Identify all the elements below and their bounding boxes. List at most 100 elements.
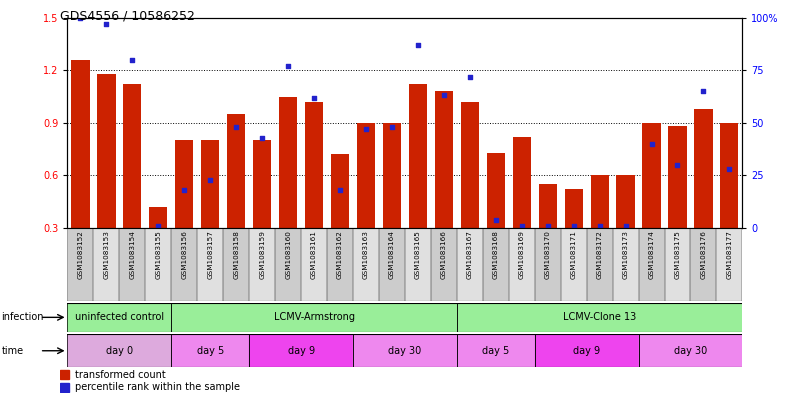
Bar xyxy=(691,228,716,301)
Text: GSM1083154: GSM1083154 xyxy=(129,230,136,279)
Bar xyxy=(71,60,90,228)
Text: uninfected control: uninfected control xyxy=(75,312,164,322)
Text: GSM1083164: GSM1083164 xyxy=(389,230,395,279)
Point xyxy=(515,223,528,229)
Text: GSM1083153: GSM1083153 xyxy=(103,230,110,279)
Text: GSM1083172: GSM1083172 xyxy=(596,230,603,279)
Text: GSM1083163: GSM1083163 xyxy=(363,230,369,279)
Point xyxy=(723,166,736,172)
Point xyxy=(411,42,424,48)
Text: GSM1083158: GSM1083158 xyxy=(233,230,239,279)
Bar xyxy=(276,228,301,301)
Bar xyxy=(353,334,457,367)
Bar xyxy=(94,228,119,301)
Bar xyxy=(720,123,738,228)
Bar xyxy=(223,228,249,301)
Bar xyxy=(123,84,141,228)
Bar xyxy=(642,123,661,228)
Text: GSM1083166: GSM1083166 xyxy=(441,230,447,279)
Text: GSM1083156: GSM1083156 xyxy=(181,230,187,279)
Bar xyxy=(249,228,276,301)
Bar xyxy=(509,228,534,301)
Bar xyxy=(695,109,712,228)
Point xyxy=(178,187,191,193)
Bar xyxy=(98,74,115,228)
Bar xyxy=(457,303,742,332)
Text: GSM1083170: GSM1083170 xyxy=(545,230,551,279)
Text: GSM1083173: GSM1083173 xyxy=(622,230,629,279)
Bar xyxy=(483,228,509,301)
Bar xyxy=(201,140,219,228)
Text: GSM1083162: GSM1083162 xyxy=(337,230,343,279)
Point xyxy=(671,162,684,168)
Point xyxy=(152,223,164,229)
Point xyxy=(567,223,580,229)
Bar xyxy=(669,126,687,228)
Bar xyxy=(616,175,634,228)
Text: GSM1083177: GSM1083177 xyxy=(727,230,732,279)
Bar xyxy=(119,228,145,301)
Text: GSM1083169: GSM1083169 xyxy=(518,230,525,279)
Text: day 30: day 30 xyxy=(388,346,422,356)
Bar xyxy=(305,102,323,228)
Bar xyxy=(172,228,197,301)
Text: percentile rank within the sample: percentile rank within the sample xyxy=(75,382,241,392)
Bar xyxy=(435,91,453,228)
Bar xyxy=(457,334,534,367)
Bar xyxy=(534,334,638,367)
Bar xyxy=(331,154,349,228)
Bar xyxy=(538,184,557,228)
Bar xyxy=(665,228,691,301)
Bar xyxy=(253,140,272,228)
Text: LCMV-Clone 13: LCMV-Clone 13 xyxy=(563,312,636,322)
Text: day 9: day 9 xyxy=(573,346,600,356)
Bar xyxy=(249,334,353,367)
Point xyxy=(619,223,632,229)
Text: GSM1083171: GSM1083171 xyxy=(571,230,576,279)
Bar xyxy=(565,189,583,228)
Text: GSM1083161: GSM1083161 xyxy=(311,230,317,279)
Bar xyxy=(60,370,70,379)
Point xyxy=(204,176,217,183)
Bar xyxy=(301,228,327,301)
Point xyxy=(386,124,399,130)
Bar xyxy=(587,228,613,301)
Bar xyxy=(197,228,223,301)
Text: transformed count: transformed count xyxy=(75,369,166,380)
Text: GDS4556 / 10586252: GDS4556 / 10586252 xyxy=(60,10,195,23)
Bar xyxy=(638,334,742,367)
Point xyxy=(282,63,295,69)
Text: GSM1083159: GSM1083159 xyxy=(259,230,265,279)
Point xyxy=(489,217,502,223)
Bar xyxy=(405,228,431,301)
Text: day 5: day 5 xyxy=(482,346,510,356)
Text: day 5: day 5 xyxy=(197,346,224,356)
Bar xyxy=(149,207,168,228)
Bar xyxy=(379,228,405,301)
Point xyxy=(256,134,268,141)
Bar xyxy=(60,383,70,392)
Point xyxy=(308,94,321,101)
Text: GSM1083174: GSM1083174 xyxy=(649,230,654,279)
Point xyxy=(464,73,476,80)
Point xyxy=(593,223,606,229)
Point xyxy=(230,124,243,130)
Bar xyxy=(279,97,297,228)
Bar xyxy=(145,228,172,301)
Bar xyxy=(172,303,457,332)
Point xyxy=(697,88,710,94)
Bar xyxy=(67,303,172,332)
Point xyxy=(74,15,87,21)
Text: day 0: day 0 xyxy=(106,346,133,356)
Point xyxy=(646,141,658,147)
Bar xyxy=(513,137,531,228)
Text: GSM1083167: GSM1083167 xyxy=(467,230,473,279)
Text: GSM1083157: GSM1083157 xyxy=(207,230,214,279)
Text: GSM1083155: GSM1083155 xyxy=(156,230,161,279)
Point xyxy=(333,187,346,193)
Bar xyxy=(561,228,587,301)
Bar xyxy=(227,114,245,228)
Text: time: time xyxy=(2,346,24,356)
Text: GSM1083165: GSM1083165 xyxy=(415,230,421,279)
Bar xyxy=(591,175,609,228)
